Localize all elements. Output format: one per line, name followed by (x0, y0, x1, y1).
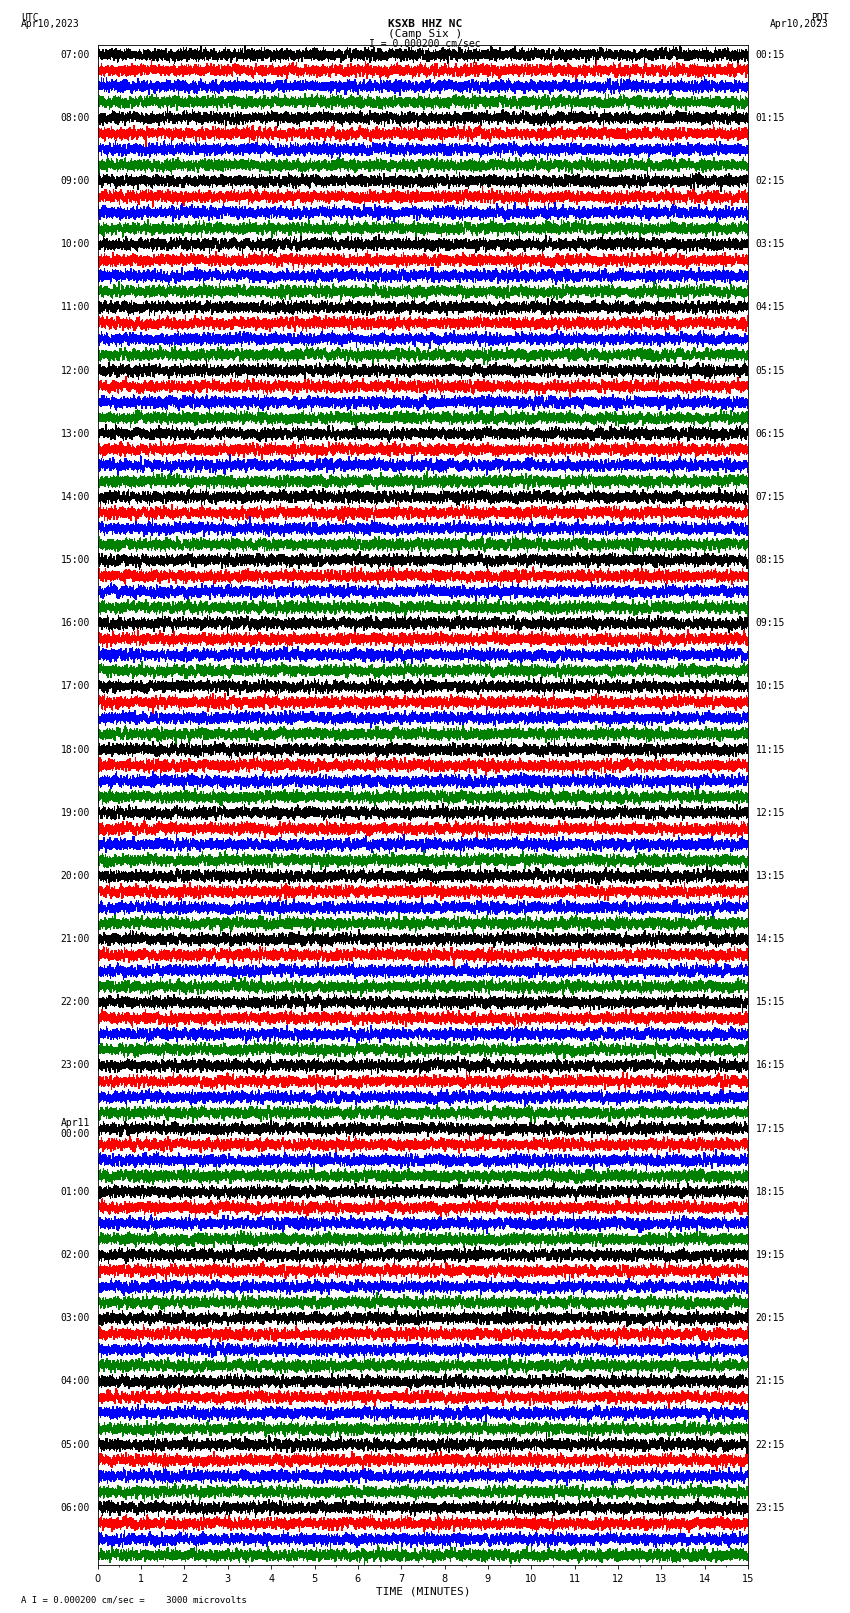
Text: 23:00: 23:00 (60, 1060, 90, 1071)
Text: 03:15: 03:15 (756, 239, 785, 248)
Text: 00:15: 00:15 (756, 50, 785, 60)
Text: 10:15: 10:15 (756, 681, 785, 692)
Text: 01:15: 01:15 (756, 113, 785, 123)
Text: 04:00: 04:00 (60, 1376, 90, 1387)
Text: 11:00: 11:00 (60, 302, 90, 313)
Text: 13:00: 13:00 (60, 429, 90, 439)
Text: 06:00: 06:00 (60, 1503, 90, 1513)
Text: 15:15: 15:15 (756, 997, 785, 1008)
Text: 05:15: 05:15 (756, 366, 785, 376)
Text: 13:15: 13:15 (756, 871, 785, 881)
Text: 09:00: 09:00 (60, 176, 90, 185)
Text: 07:15: 07:15 (756, 492, 785, 502)
Text: 04:15: 04:15 (756, 302, 785, 313)
Text: 08:00: 08:00 (60, 113, 90, 123)
Text: KSXB HHZ NC: KSXB HHZ NC (388, 19, 462, 29)
Text: 17:15: 17:15 (756, 1124, 785, 1134)
Text: 20:00: 20:00 (60, 871, 90, 881)
Text: 19:15: 19:15 (756, 1250, 785, 1260)
Text: 22:15: 22:15 (756, 1439, 785, 1450)
Text: 18:15: 18:15 (756, 1187, 785, 1197)
Text: 02:15: 02:15 (756, 176, 785, 185)
Text: 23:15: 23:15 (756, 1503, 785, 1513)
Text: 06:15: 06:15 (756, 429, 785, 439)
Text: 07:00: 07:00 (60, 50, 90, 60)
Text: 14:00: 14:00 (60, 492, 90, 502)
Text: 22:00: 22:00 (60, 997, 90, 1008)
Text: 01:00: 01:00 (60, 1187, 90, 1197)
Text: 08:15: 08:15 (756, 555, 785, 565)
Text: 09:15: 09:15 (756, 618, 785, 627)
Text: 15:00: 15:00 (60, 555, 90, 565)
Text: UTC: UTC (21, 13, 39, 23)
Text: 19:00: 19:00 (60, 808, 90, 818)
Text: Apr11
00:00: Apr11 00:00 (60, 1118, 90, 1139)
Text: 16:00: 16:00 (60, 618, 90, 627)
Text: 16:15: 16:15 (756, 1060, 785, 1071)
Text: 18:00: 18:00 (60, 745, 90, 755)
Text: 21:15: 21:15 (756, 1376, 785, 1387)
Text: 20:15: 20:15 (756, 1313, 785, 1323)
Text: 21:00: 21:00 (60, 934, 90, 944)
Text: Apr10,2023: Apr10,2023 (21, 19, 80, 29)
Text: 10:00: 10:00 (60, 239, 90, 248)
Text: 11:15: 11:15 (756, 745, 785, 755)
Text: 03:00: 03:00 (60, 1313, 90, 1323)
Text: (Camp Six ): (Camp Six ) (388, 29, 462, 39)
Text: I = 0.000200 cm/sec: I = 0.000200 cm/sec (369, 39, 481, 48)
Text: 14:15: 14:15 (756, 934, 785, 944)
Text: 12:15: 12:15 (756, 808, 785, 818)
Text: 05:00: 05:00 (60, 1439, 90, 1450)
Text: 17:00: 17:00 (60, 681, 90, 692)
Text: 12:00: 12:00 (60, 366, 90, 376)
X-axis label: TIME (MINUTES): TIME (MINUTES) (376, 1587, 470, 1597)
Text: Apr10,2023: Apr10,2023 (770, 19, 829, 29)
Text: PDT: PDT (811, 13, 829, 23)
Text: 02:00: 02:00 (60, 1250, 90, 1260)
Text: A I = 0.000200 cm/sec =    3000 microvolts: A I = 0.000200 cm/sec = 3000 microvolts (21, 1595, 247, 1605)
